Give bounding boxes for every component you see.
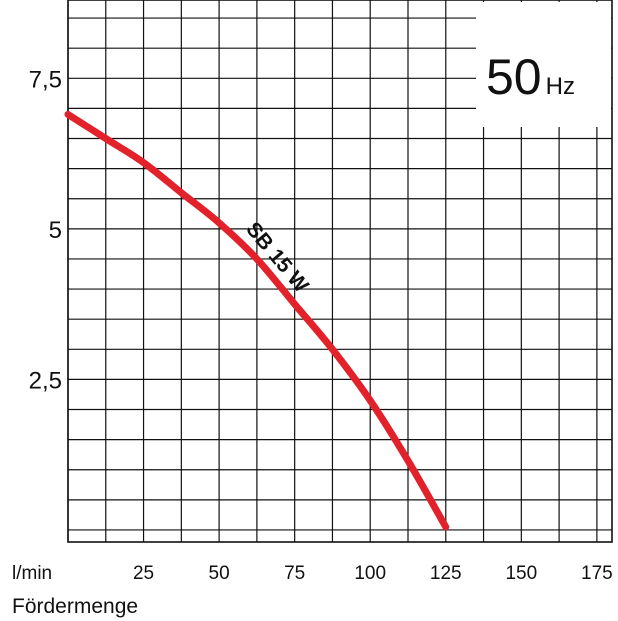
y-tick-labels: 2,5 5 7,5 <box>29 66 62 394</box>
x-tick-label: 150 <box>505 563 537 584</box>
x-tick-label: 25 <box>133 563 154 584</box>
x-tick-labels: 25 50 75 100 125 150 175 <box>133 563 613 584</box>
y-tick-label: 2,5 <box>29 367 62 394</box>
frequency-box: 50 Hz <box>476 2 611 127</box>
series-line <box>64 110 450 531</box>
grid <box>67 0 613 543</box>
x-tick-label: 125 <box>430 563 462 584</box>
x-axis-title: Fördermenge <box>12 595 138 618</box>
frequency-unit: Hz <box>546 73 575 100</box>
x-tick-label: 75 <box>284 563 305 584</box>
x-tick-label: 100 <box>354 563 386 584</box>
x-unit-label: l/min <box>12 563 52 584</box>
x-tick-label: 50 <box>209 563 230 584</box>
plot-border <box>67 0 613 543</box>
frequency-box-background <box>476 2 611 127</box>
frequency-label: 50 Hz <box>486 49 575 105</box>
y-tick-label: 5 <box>49 217 62 244</box>
y-tick-label: 7,5 <box>29 66 62 93</box>
x-tick-label: 175 <box>581 563 613 584</box>
frequency-value: 50 <box>486 49 542 105</box>
